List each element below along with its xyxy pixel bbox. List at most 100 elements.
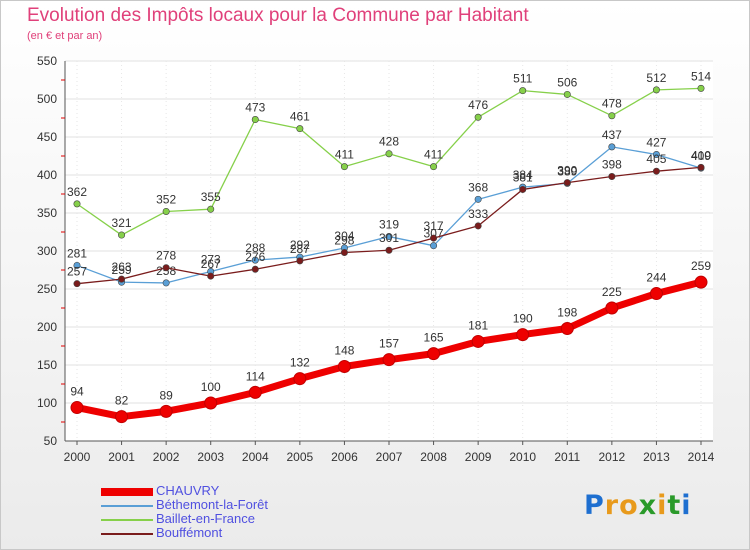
brand-letter: P [584,490,605,521]
legend-swatch [101,533,153,535]
data-label: 405 [646,152,666,166]
x-tick-label: 2009 [465,450,492,464]
data-label: 427 [646,135,666,149]
data-point [608,173,616,181]
data-point [652,150,660,158]
y-tick-label: 150 [37,358,57,372]
legend-label: CHAUVRY [156,483,220,498]
data-label: 190 [513,312,533,326]
y-tick-label: 400 [37,168,57,182]
data-label: 287 [290,242,310,256]
data-point [251,265,259,273]
data-label: 198 [557,306,577,320]
data-label: 319 [379,218,399,232]
x-tick-label: 2013 [643,450,670,464]
y-tick-label: 350 [37,206,57,220]
data-label: 317 [424,219,444,233]
x-tick-label: 2012 [599,450,626,464]
x-tick-label: 2008 [420,450,447,464]
legend-swatch [101,519,153,521]
data-point [73,261,81,269]
data-label: 512 [646,71,666,85]
data-label: 355 [201,190,221,204]
data-point [474,113,482,121]
data-point [296,257,304,265]
brand-letter: x [638,490,658,521]
data-label: 259 [112,263,132,277]
data-label: 381 [513,170,533,184]
data-point [652,167,660,175]
brand-letter: i [657,490,668,521]
data-label: 478 [602,97,622,111]
data-label: 148 [334,344,354,358]
data-label: 411 [335,148,354,162]
data-point [248,385,262,399]
data-point [430,163,438,171]
y-tick-label: 550 [37,54,57,68]
data-point [207,272,215,280]
data-label: 304 [334,229,354,243]
data-label: 476 [468,98,488,112]
data-label: 301 [379,231,399,245]
data-label: 368 [468,180,488,194]
data-label: 281 [67,246,87,260]
y-tick-label: 200 [37,320,57,334]
data-label: 278 [156,249,176,263]
data-point [605,301,619,315]
data-point [162,264,170,272]
data-point [516,328,530,342]
y-tick-label: 50 [44,434,58,448]
x-tick-label: 2002 [153,450,180,464]
data-point [471,334,485,348]
legend-swatch [101,505,153,507]
line-chart: 50 100 150 200 250 300 350 400 450 500 550 2000 2001… [37,54,715,464]
data-point [118,231,126,239]
data-label: 384 [513,168,533,182]
brand-letter: o [619,490,639,521]
x-tick-label: 2011 [554,450,580,464]
data-point [162,207,170,215]
data-point [293,372,307,386]
data-label: 89 [159,388,173,402]
data-point [207,205,215,213]
data-point [430,234,438,242]
data-point [427,347,441,361]
data-label: 410 [691,148,711,162]
x-tick-label: 2005 [287,450,314,464]
data-point [340,163,348,171]
x-tick-label: 2007 [376,450,403,464]
y-tick-label: 300 [37,244,57,258]
data-label: 411 [424,148,443,162]
data-point [296,125,304,133]
data-label: 114 [246,369,265,383]
data-label: 428 [379,135,399,149]
data-label: 257 [67,265,87,279]
data-label: 352 [156,192,176,206]
data-label: 165 [424,331,444,345]
legend-label: Baillet-en-France [156,511,255,526]
data-label: 100 [201,380,221,394]
data-point [563,90,571,98]
data-point [563,179,571,187]
data-label: 514 [691,69,711,83]
data-label: 506 [557,75,577,89]
data-point [385,233,393,241]
data-point [251,256,259,264]
x-tick-label: 2000 [64,450,91,464]
data-point [382,353,396,367]
y-tick-label: 450 [37,130,57,144]
data-label: 409 [691,149,711,163]
data-label: 276 [245,250,265,264]
data-label: 389 [557,164,577,178]
data-point [70,401,84,415]
x-tick-label: 2006 [331,450,358,464]
data-point [697,163,705,171]
brand-logo: Proxiti [584,490,692,521]
brand-letter: t [667,490,682,521]
data-point [73,280,81,288]
data-point [474,195,482,203]
data-label: 511 [513,72,532,86]
data-point [159,404,173,418]
data-point [204,396,218,410]
brand-letter: i [681,490,692,521]
